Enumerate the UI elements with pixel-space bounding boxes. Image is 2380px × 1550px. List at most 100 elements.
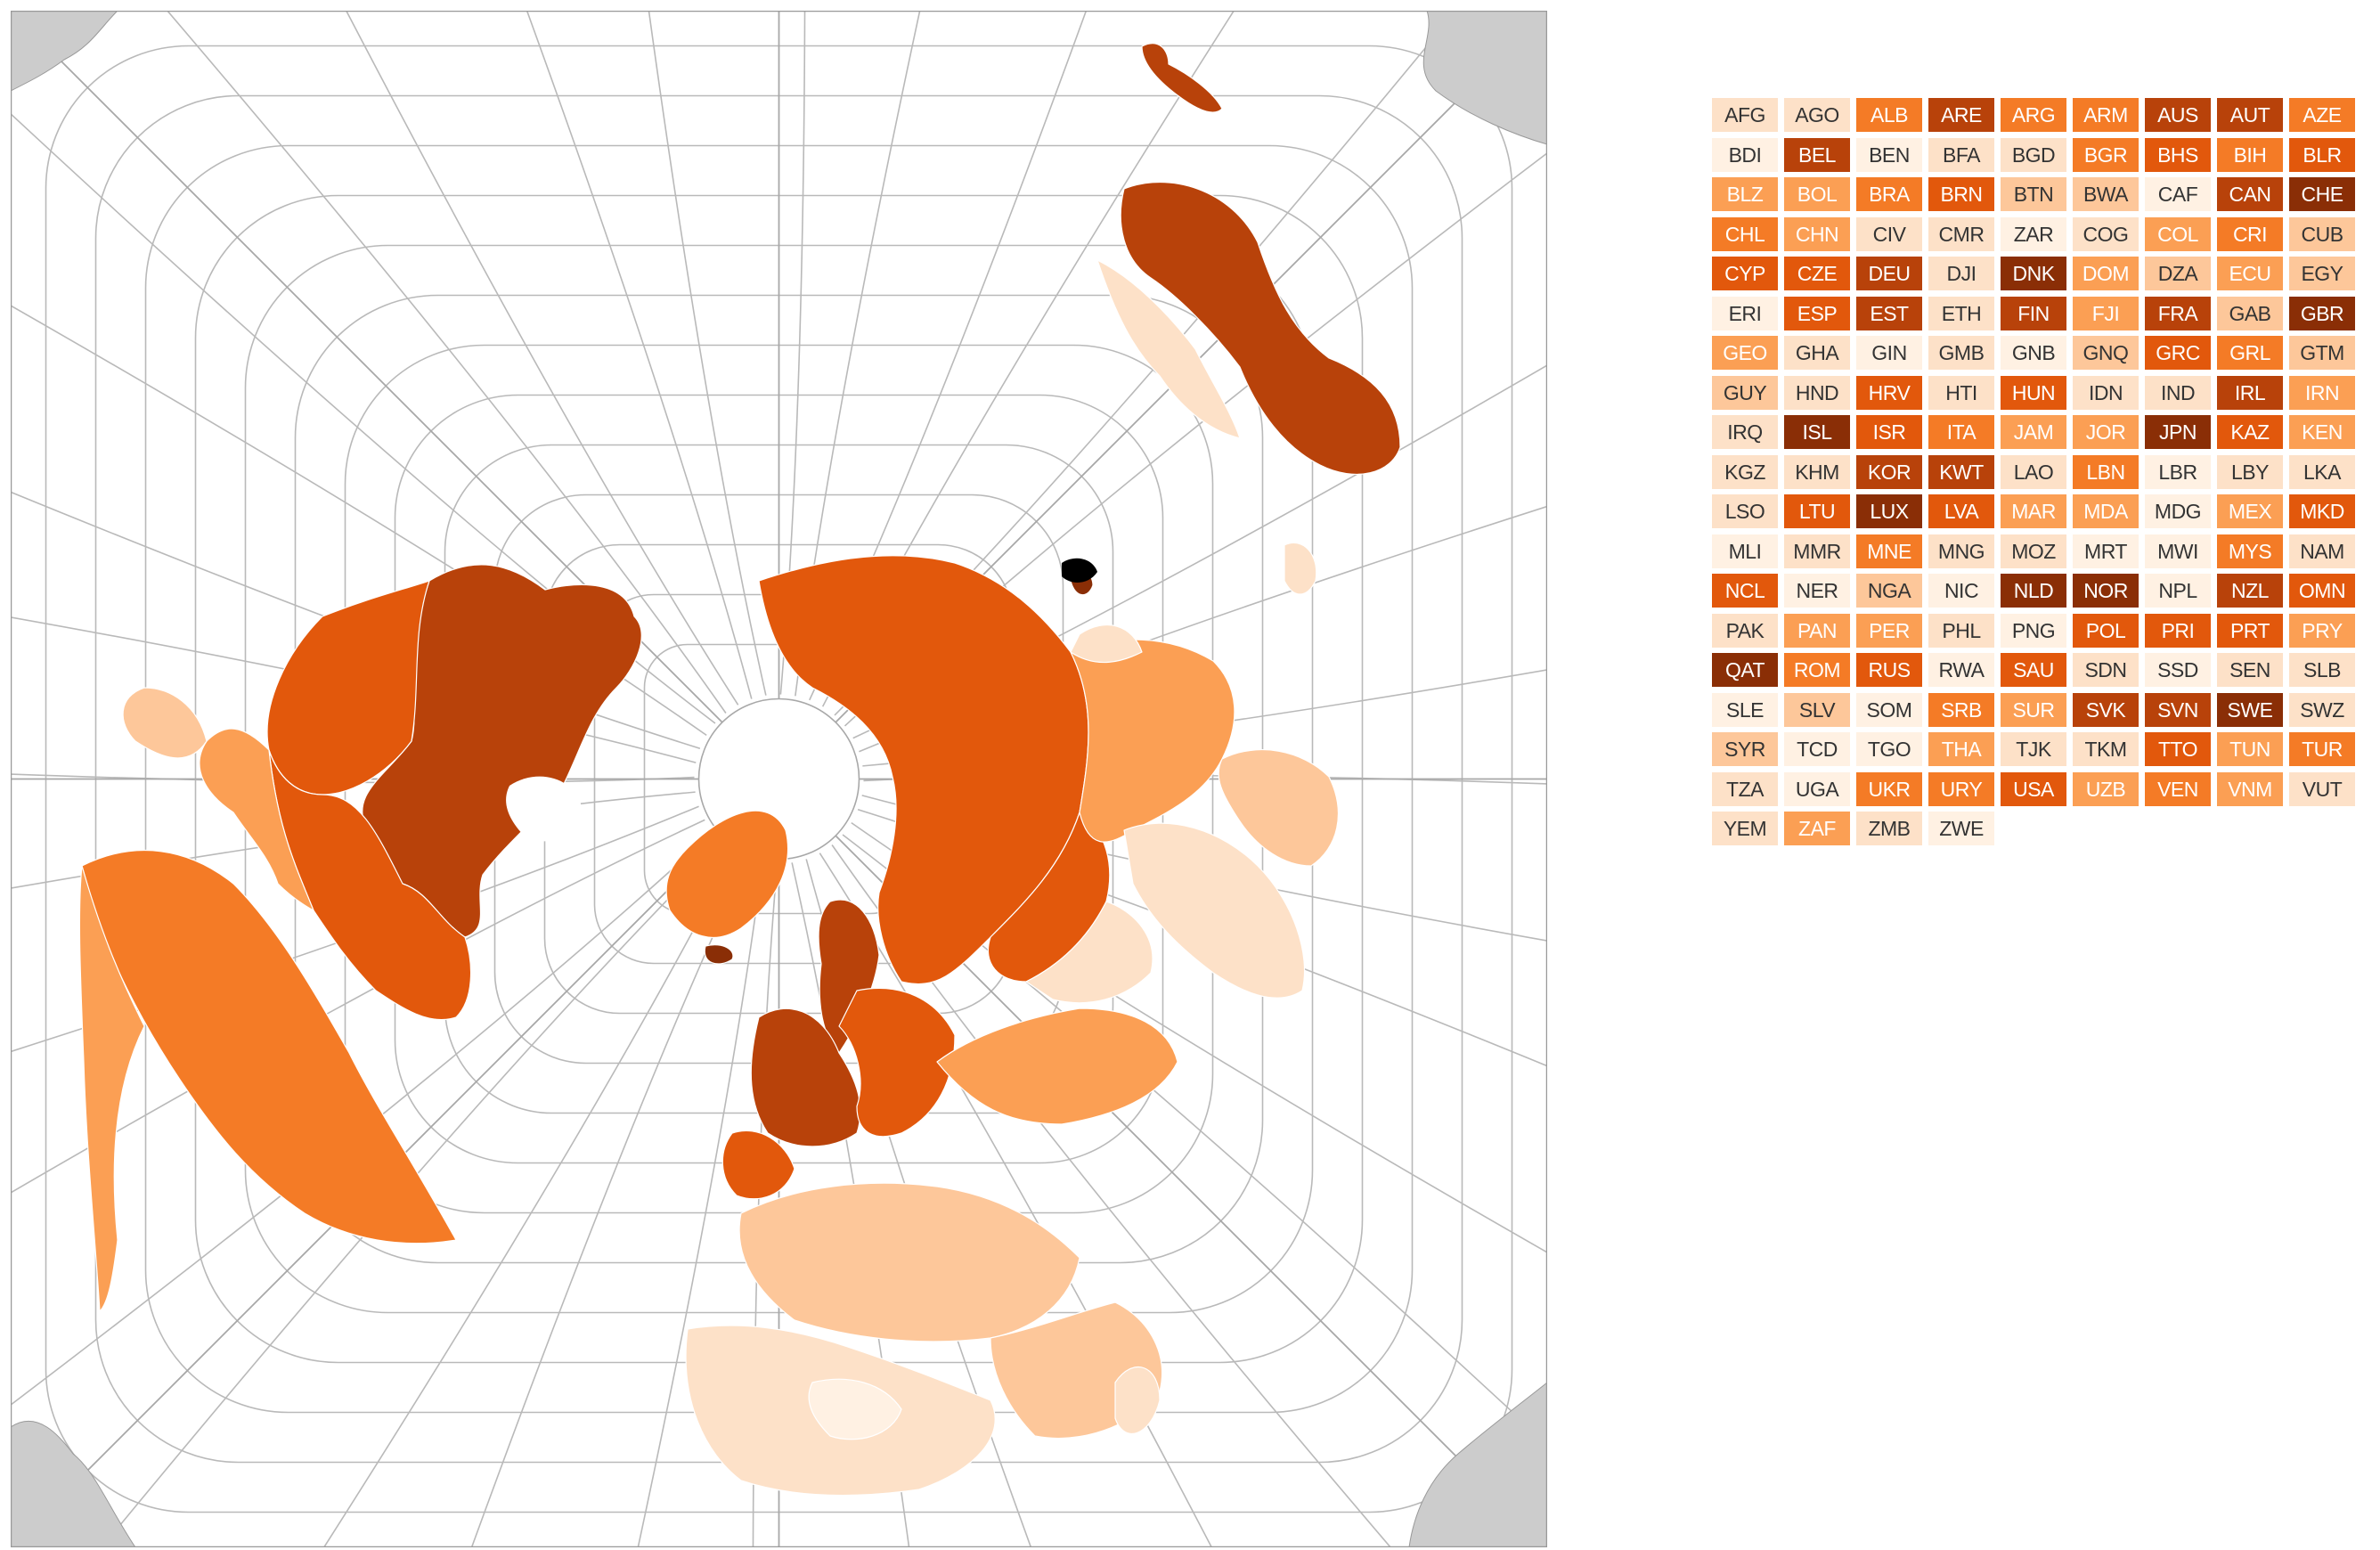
legend-cell-aut: AUT <box>2217 98 2283 132</box>
legend-cell-tha: THA <box>1928 732 1994 766</box>
legend-cell-svk: SVK <box>2073 692 2139 727</box>
legend-cell-aus: AUS <box>2145 98 2211 132</box>
antarctica-shape <box>11 11 118 92</box>
antarctica-shape <box>1422 11 1547 145</box>
legend-cell-deu: DEU <box>1856 257 1922 290</box>
meridian-line <box>470 857 749 1547</box>
legend-cell-cyp: CYP <box>1712 257 1778 290</box>
legend-cell-est: EST <box>1856 296 1922 330</box>
region-mongolia <box>1070 624 1143 664</box>
region-new-zealand <box>1141 43 1223 113</box>
legend-cell-swe: SWE <box>2217 692 2283 727</box>
meridian-line <box>322 851 737 1547</box>
legend-cell-geo: GEO <box>1712 336 1778 370</box>
legend-cell-lbr: LBR <box>2145 454 2211 489</box>
legend-cell-can: CAN <box>2217 177 2283 211</box>
world-map <box>11 11 1547 1547</box>
legend-cell-mys: MYS <box>2217 534 2283 568</box>
legend-cell-gbr: GBR <box>2289 296 2355 330</box>
meridian-line <box>648 11 767 696</box>
meridian-line <box>345 11 739 706</box>
region-russia <box>758 555 1089 985</box>
legend-cell-lva: LVA <box>1928 494 1994 528</box>
legend-cell-isl: ISL <box>1784 415 1850 449</box>
legend-cell-pak: PAK <box>1712 613 1778 648</box>
legend-cell-som: SOM <box>1856 692 1922 727</box>
legend-cell-tkm: TKM <box>2073 732 2139 766</box>
legend-cell-dom: DOM <box>2073 257 2139 290</box>
legend-cell-jor: JOR <box>2073 415 2139 449</box>
legend-cell-lby: LBY <box>2217 454 2283 489</box>
legend-cell-bwa: BWA <box>2073 177 2139 211</box>
legend-cell-bol: BOL <box>1784 177 1850 211</box>
legend-cell-ury: URY <box>1928 771 1994 806</box>
legend-cell-mar: MAR <box>2001 494 2066 528</box>
legend-cell-ken: KEN <box>2289 415 2355 449</box>
legend-cell-eth: ETH <box>1928 296 1994 330</box>
legend-cell-tto: TTO <box>2145 732 2211 766</box>
legend-cell-kwt: KWT <box>1928 454 1994 489</box>
legend-cell-bra: BRA <box>1856 177 1922 211</box>
legend-cell-blr: BLR <box>2289 137 2355 172</box>
legend-cell-bgd: BGD <box>2001 137 2066 172</box>
legend-cell-tjk: TJK <box>2001 732 2066 766</box>
legend-cell-yem: YEM <box>1712 812 1778 845</box>
legend-cell-pry: PRY <box>2289 613 2355 648</box>
legend-cell-hrv: HRV <box>1856 375 1922 410</box>
legend-cell-bfa: BFA <box>1928 137 1994 172</box>
legend-cell-blz: BLZ <box>1712 177 1778 211</box>
region-canada <box>362 564 642 938</box>
legend-cell-qat: QAT <box>1712 653 1778 687</box>
highlight-feature <box>1062 558 1097 583</box>
legend-cell-cub: CUB <box>2289 216 2355 251</box>
region-indonesia <box>1096 259 1241 439</box>
region-southeast-asia <box>1218 749 1339 867</box>
legend-cell-dji: DJI <box>1928 257 1994 290</box>
legend-cell-nam: NAM <box>2289 534 2355 568</box>
region-north-africa <box>738 1182 1080 1342</box>
legend-cell-mrt: MRT <box>2073 534 2139 568</box>
legend-cell-mdg: MDG <box>2145 494 2211 528</box>
legend-cell-grl: GRL <box>2217 336 2283 370</box>
legend-cell-lso: LSO <box>1712 494 1778 528</box>
legend-cell-ago: AGO <box>1784 98 1850 132</box>
legend-cell-dnk: DNK <box>2001 257 2066 290</box>
region-iceland <box>704 944 734 965</box>
region-australia <box>1120 182 1401 475</box>
legend-cell-npl: NPL <box>2145 574 2211 608</box>
legend-cell-sle: SLE <box>1712 692 1778 727</box>
region-philippines <box>1284 542 1317 595</box>
legend-cell-vut: VUT <box>2289 771 2355 806</box>
region-central-america <box>122 687 208 759</box>
legend-cell-moz: MOZ <box>2001 534 2066 568</box>
legend-cell-ltu: LTU <box>1784 494 1850 528</box>
legend-cell-chl: CHL <box>1712 216 1778 251</box>
legend-cell-zar: ZAR <box>2001 216 2066 251</box>
legend-cell-ncl: NCL <box>1712 574 1778 608</box>
legend-cell-caf: CAF <box>2145 177 2211 211</box>
legend-cell-ecu: ECU <box>2217 257 2283 290</box>
legend-cell-usa: USA <box>2001 771 2066 806</box>
legend-cell-nic: NIC <box>1928 574 1994 608</box>
region-greenland <box>665 810 789 938</box>
region-scandinavia <box>818 899 880 1054</box>
legend-cell-mmr: MMR <box>1784 534 1850 568</box>
region-madagascar <box>1114 1366 1161 1434</box>
legend-cell-eri: ERI <box>1712 296 1778 330</box>
legend-cell-tun: TUN <box>2217 732 2283 766</box>
legend-cell-svn: SVN <box>2145 692 2211 727</box>
legend-cell-ssd: SSD <box>2145 653 2211 687</box>
legend-cell-rwa: RWA <box>1928 653 1994 687</box>
legend-cell-uzb: UZB <box>2073 771 2139 806</box>
meridian-line <box>637 861 763 1547</box>
legend-cell-jam: JAM <box>2001 415 2066 449</box>
legend-cell-gnq: GNQ <box>2073 336 2139 370</box>
legend-cell-irq: IRQ <box>1712 415 1778 449</box>
legend-cell-irl: IRL <box>2217 375 2283 410</box>
legend-cell-gmb: GMB <box>1928 336 1994 370</box>
legend-cell-arm: ARM <box>2073 98 2139 132</box>
legend-cell-mng: MNG <box>1928 534 1994 568</box>
legend-cell-grc: GRC <box>2145 336 2211 370</box>
legend-cell-slv: SLV <box>1784 692 1850 727</box>
legend-cell-mwi: MWI <box>2145 534 2211 568</box>
